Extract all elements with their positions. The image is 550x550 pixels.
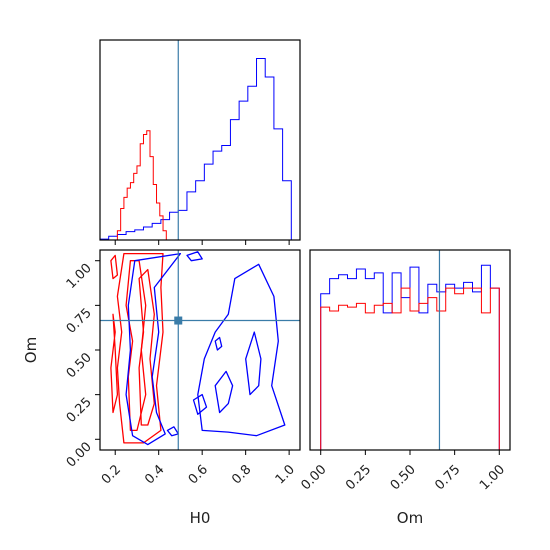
- h0-histogram-panel: [99, 39, 301, 245]
- truth-marker: [174, 316, 183, 325]
- x-axis-label-om: Om: [397, 509, 423, 527]
- contour-red-4: [110, 313, 119, 414]
- h0-om-contour-panel: 0.2 0.4 0.6 0.8 1.0 0.00 0.25 0.50 0.75 1.00: [64, 249, 301, 487]
- om-x-tick-label: 0.00: [298, 462, 329, 493]
- h0-histogram-frame: [99, 39, 301, 241]
- y-axis-label-om: Om: [22, 337, 40, 363]
- h0-x-tick-label: 0.6: [186, 462, 211, 487]
- Om_hist-blue-series: [320, 264, 500, 450]
- contour-blue-10: [192, 393, 208, 415]
- om-y-tick-label: 1.00: [64, 261, 95, 292]
- H0_hist-blue-series: [100, 58, 292, 240]
- Om_hist-red-series: [320, 287, 500, 450]
- contour-red-1: [125, 260, 147, 432]
- contour-blue-6: [197, 263, 286, 437]
- H0_hist-red-series: [116, 130, 167, 240]
- h0-x-tick-label: 1.0: [273, 462, 298, 487]
- contour-red-3: [110, 254, 119, 280]
- om-x-tick-label: 0.25: [343, 462, 374, 493]
- om-y-tick-label: 0.25: [64, 395, 95, 426]
- contour-blue-12: [186, 251, 203, 262]
- om-y-tick-label: 0.00: [64, 440, 95, 471]
- om-y-tick-label: 0.75: [64, 306, 95, 337]
- h0-x-tick-label: 0.8: [229, 462, 254, 487]
- contour-blue-7: [214, 370, 234, 414]
- om-x-tick-label: 0.75: [432, 462, 463, 493]
- h0-x-tick-label: 0.4: [142, 462, 167, 487]
- contour-blue-11: [166, 426, 179, 437]
- om-histogram-panel: 0.00 0.25 0.50 0.75 1.00: [298, 249, 511, 493]
- contour-blue-5: [125, 252, 182, 446]
- contour-red-2: [138, 268, 155, 426]
- x-axis-label-h0: H0: [190, 509, 211, 527]
- contour-blue-9: [214, 336, 223, 351]
- h0-x-tick-label: 0.2: [99, 462, 124, 487]
- om-y-tick-label: 0.50: [64, 350, 95, 381]
- om-x-tick-label: 1.00: [477, 462, 508, 493]
- contour-blue-8: [245, 331, 262, 396]
- om-x-tick-label: 0.50: [388, 462, 419, 493]
